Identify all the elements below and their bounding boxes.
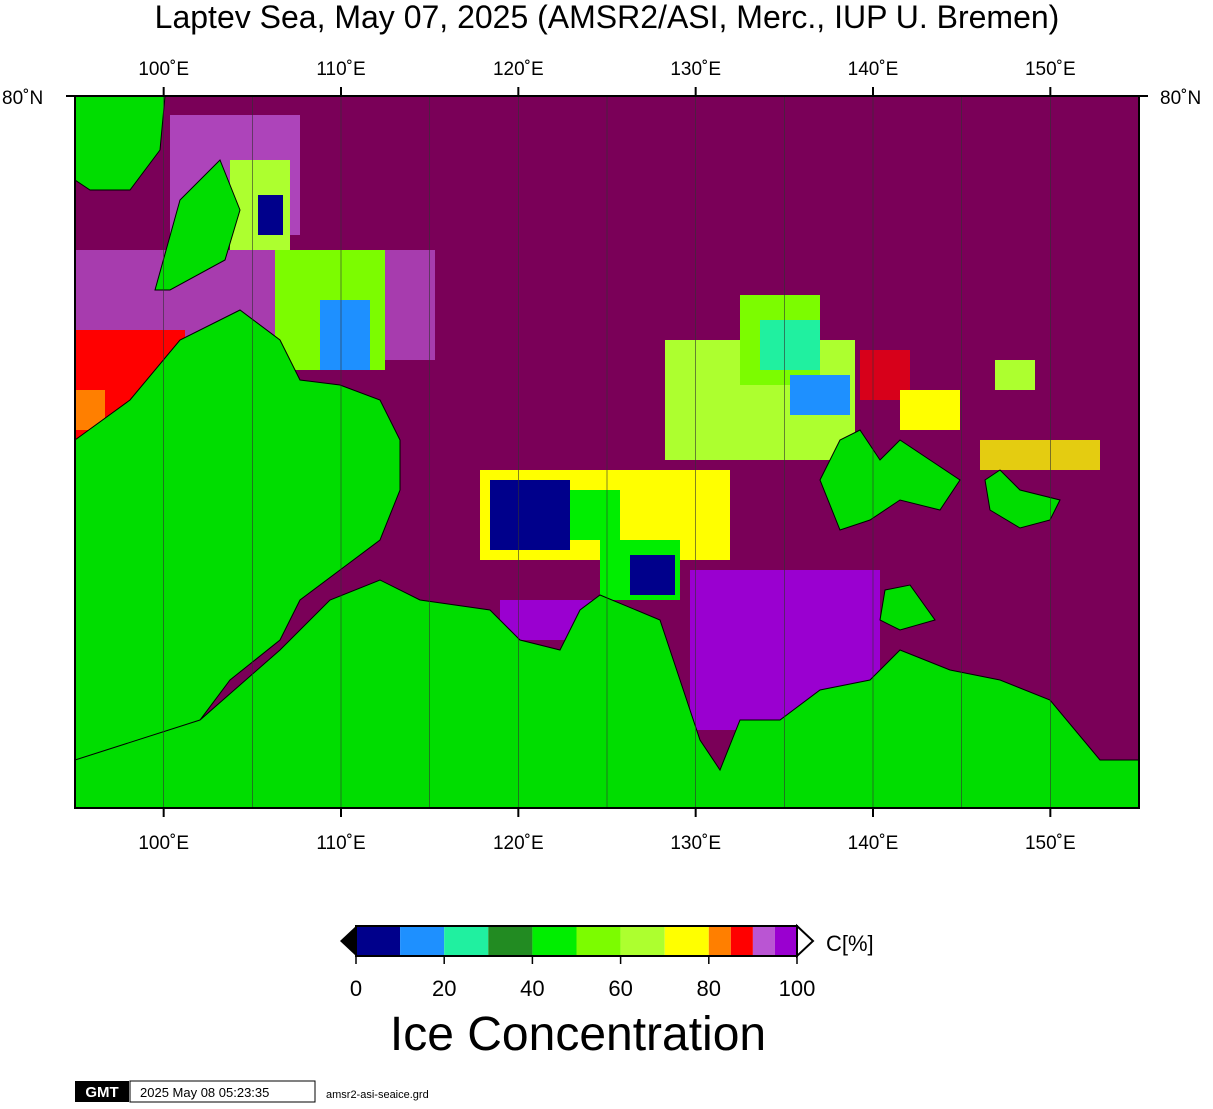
filename: amsr2-asi-seaice.grd: [326, 1089, 429, 1101]
lon-label: 130˚E: [670, 59, 721, 80]
lon-label: 120˚E: [493, 833, 544, 854]
colorbar-under: [340, 926, 356, 956]
colorbar-bin: [356, 926, 401, 956]
colorbar-frame: [355, 925, 798, 957]
ice-patch: [900, 390, 960, 430]
ice-patch: [258, 195, 283, 235]
colorbar-tick-label: 0: [350, 976, 362, 1001]
timestamp-box: [129, 1080, 316, 1103]
lon-label: 150˚E: [1025, 833, 1076, 854]
ice-patch: [760, 320, 820, 370]
logo: GMT: [85, 1084, 118, 1101]
lon-label: 140˚E: [848, 59, 899, 80]
colorbar-bin: [730, 926, 753, 956]
lon-label: 110˚E: [316, 833, 365, 854]
colorbar-tick-label: 80: [697, 976, 721, 1001]
ice-patch: [320, 300, 370, 370]
colorbar-tick-label: 100: [779, 976, 816, 1001]
colorbar-unit: C[%]: [826, 931, 874, 956]
colorbar-bin: [620, 926, 665, 956]
timestamp: 2025 May 08 05:23:35: [140, 1085, 269, 1100]
ice-patch: [630, 555, 675, 595]
colorbar-title: Ice Concentration: [390, 1008, 766, 1061]
lon-label: 100˚E: [138, 833, 189, 854]
lon-label: 110˚E: [316, 59, 365, 80]
graticule: 100˚E 100˚E 110˚E 110˚E 120˚E 120˚E 130˚E 130˚E…: [138, 59, 1075, 854]
colorbar-bin: [664, 926, 709, 956]
lon-label: 120˚E: [493, 59, 544, 80]
lon-label: 100˚E: [138, 59, 189, 80]
title: Laptev Sea, May 07, 2025 (AMSR2/ASI, Mer…: [155, 0, 1060, 35]
colorbar-bin: [444, 926, 489, 956]
ice-patch: [570, 490, 620, 540]
kotelny: [819, 429, 961, 531]
ice-patch: [490, 480, 570, 550]
new-siberia: [984, 469, 1061, 529]
colorbar-bin: [752, 926, 775, 956]
lon-label: 140˚E: [848, 833, 899, 854]
lon-label: 150˚E: [1025, 59, 1076, 80]
colorbar-over: [796, 923, 815, 959]
colorbar: C[%] Ice Concentration 0 20 40 60 80 100: [340, 923, 874, 1061]
colorbar-bin: [708, 926, 731, 956]
map: 100˚E 100˚E 110˚E 110˚E 120˚E 120˚E 130˚E 130˚E…: [2, 59, 1201, 854]
lat-label: 80˚N: [2, 88, 43, 109]
footer: GMT 2025 May 08 05:23:35 amsr2-asi-seaic…: [75, 1080, 429, 1103]
colorbar-tick-label: 40: [520, 976, 544, 1001]
colorbar-bin: [488, 926, 533, 956]
stolbovoy: [879, 584, 936, 631]
colorbar-bin: [576, 926, 621, 956]
map-frame: [74, 95, 1140, 809]
logo-box: [75, 1081, 129, 1102]
island: [154, 159, 241, 291]
ice-patch: [995, 360, 1035, 390]
colorbar-bin: [400, 926, 445, 956]
colorbar-tick-label: 60: [608, 976, 632, 1001]
lon-label: 130˚E: [670, 833, 721, 854]
lat-label: 80˚N: [1160, 88, 1201, 109]
ice-patch: [980, 440, 1100, 470]
colorbar-bin: [774, 926, 797, 956]
ice-patch: [790, 375, 850, 415]
colorbar-bin: [532, 926, 577, 956]
colorbar-tick-label: 20: [432, 976, 456, 1001]
